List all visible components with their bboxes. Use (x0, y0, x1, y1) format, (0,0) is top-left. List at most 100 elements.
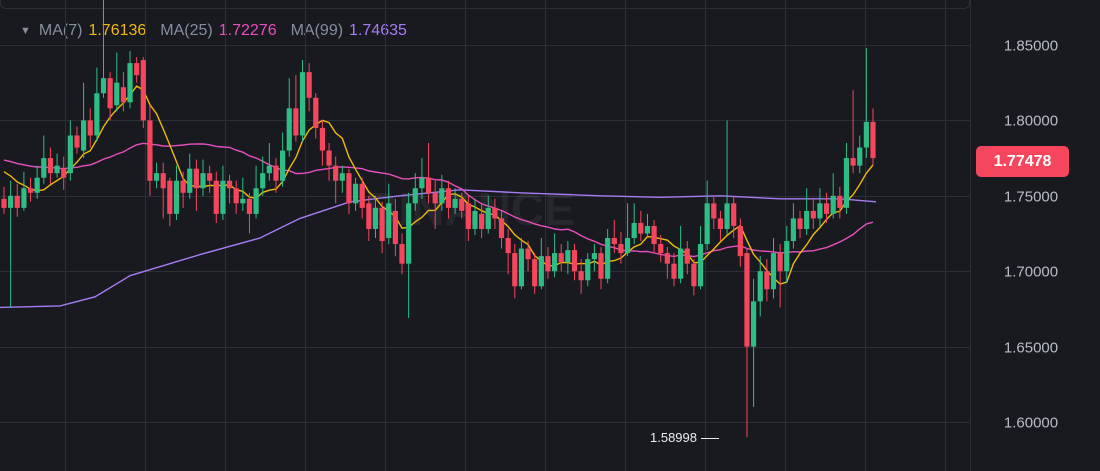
candle-body (253, 188, 259, 214)
candle (817, 188, 823, 226)
candle-body (790, 218, 796, 242)
candle (452, 188, 458, 214)
candle (167, 177, 173, 226)
candle-body (817, 203, 823, 219)
candle (273, 158, 279, 193)
candle-body (100, 78, 107, 94)
candle-body (326, 150, 332, 166)
candle-body (691, 263, 697, 287)
collapse-caret-icon[interactable]: ▼ (20, 25, 31, 37)
candle (1, 186, 7, 214)
candle-body (180, 180, 186, 193)
candle (333, 156, 339, 204)
candle-body (452, 198, 458, 208)
candle-body (472, 210, 478, 229)
candle-body (505, 238, 511, 254)
ma7-line (3, 85, 874, 285)
candle (74, 126, 80, 154)
candle (67, 120, 73, 181)
candle-body (532, 259, 538, 287)
candle (651, 219, 657, 254)
candle-body (299, 72, 306, 136)
candle-body (498, 218, 505, 239)
candle (618, 231, 624, 264)
low-price-marker: 1.58998 (650, 430, 719, 445)
candle-body (260, 173, 266, 189)
candle-body (246, 198, 253, 214)
candle (432, 180, 438, 229)
candle-body (850, 158, 856, 166)
candle (850, 90, 856, 174)
candle-body (213, 180, 219, 214)
candle (34, 165, 40, 199)
candle (837, 186, 843, 219)
candle (465, 195, 471, 242)
candle-body (160, 173, 166, 189)
candle (843, 143, 850, 214)
candle-body (810, 210, 816, 219)
candle (392, 198, 398, 257)
candle (664, 247, 670, 279)
candle-body (61, 168, 67, 178)
candle-body (578, 271, 584, 281)
candle-body (233, 188, 239, 204)
candle-body (333, 165, 339, 181)
candle (240, 177, 246, 211)
candle-body (777, 253, 783, 272)
ma99-line (0, 189, 877, 309)
candle (804, 188, 810, 236)
ma25-label: MA(25) (160, 22, 213, 39)
candle-body (485, 207, 491, 229)
candle-body (21, 188, 27, 208)
candle (293, 75, 299, 142)
candle-body (14, 195, 20, 208)
candle (253, 165, 259, 219)
y-tick-label: 1.65000 (1004, 340, 1058, 357)
candle-body (346, 173, 352, 204)
y-tick-label: 1.85000 (1004, 38, 1058, 55)
candle-body (697, 244, 704, 287)
candle-body (823, 203, 830, 214)
candle (114, 52, 120, 112)
candle-body (134, 63, 140, 76)
candle-body (757, 271, 763, 302)
ma99-label: MA(99) (290, 22, 344, 39)
candle-body (624, 238, 631, 254)
candle-body (34, 177, 40, 193)
candle (326, 143, 332, 181)
candle-body (406, 203, 412, 264)
candle-body (439, 188, 445, 204)
candle (857, 135, 863, 174)
candle (21, 171, 27, 211)
candle-body (87, 120, 93, 136)
candle-body (1, 198, 7, 208)
candle (366, 195, 372, 242)
candle (697, 225, 704, 290)
candle (193, 159, 199, 211)
candle-body (207, 173, 213, 181)
candle-body (74, 135, 80, 148)
candle (558, 244, 564, 272)
candle (359, 177, 365, 219)
candle (425, 143, 432, 204)
candle-body (399, 244, 405, 264)
candle-body (54, 165, 60, 174)
candle-body (359, 183, 365, 208)
candle-body (518, 248, 525, 287)
ma99-value: 1.74635 (349, 22, 407, 39)
candle-body (631, 222, 637, 239)
candle (81, 82, 87, 159)
candle (153, 162, 160, 189)
candle (412, 173, 418, 211)
candle-body (731, 203, 737, 226)
candle (260, 156, 266, 196)
candle-body (863, 121, 869, 148)
candle-body (717, 218, 724, 229)
candle (386, 183, 392, 245)
candle (299, 60, 306, 142)
candle (226, 174, 233, 204)
candle-body (459, 198, 465, 211)
candle (505, 228, 511, 275)
candle-body (512, 253, 518, 287)
